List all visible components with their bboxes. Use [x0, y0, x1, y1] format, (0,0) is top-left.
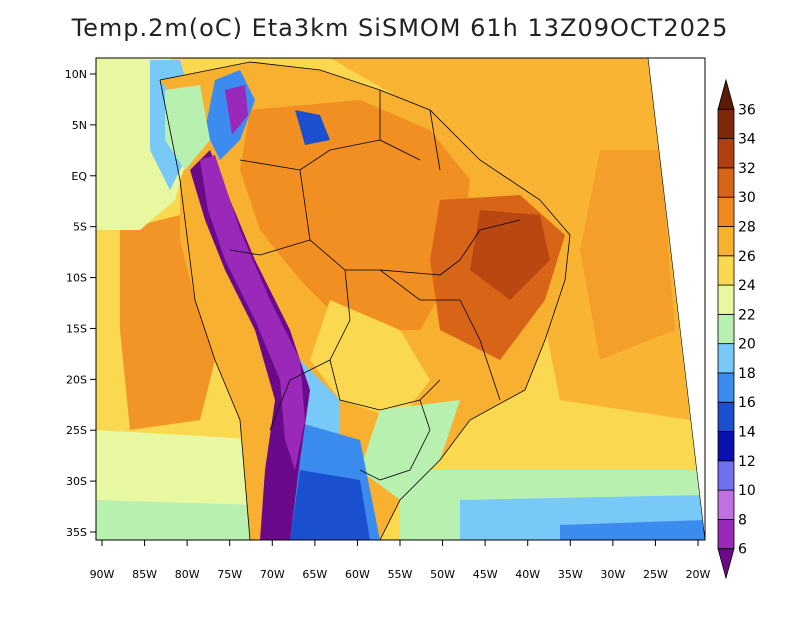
lon-tick-label: 70W [260, 568, 285, 581]
longitude-axis: 90W 85W 80W 75W 70W 65W 60W 55W 50W 45W 40W 35W 30W 2… [90, 540, 711, 581]
colorbar-label: 30 [738, 190, 756, 206]
lon-tick-label: 90W [90, 568, 115, 581]
colorbar-label: 12 [738, 454, 756, 470]
colorbar-label: 16 [738, 395, 756, 411]
colorbar-label: 34 [738, 132, 756, 148]
colombia-coast-green [165, 85, 210, 170]
colorbar-segment [717, 226, 735, 257]
lon-tick-label: 35W [558, 568, 583, 581]
lat-tick-label: 20S [66, 373, 87, 386]
colorbar-segment [717, 78, 735, 110]
atlantic-hot-patch [580, 150, 675, 360]
colorbar: 6 8 10 12 14 16 18 20 22 24 26 28 30 32 34 36 [717, 78, 756, 580]
colorbar-label: 10 [738, 483, 756, 499]
colorbar-segment [717, 255, 735, 286]
colorbar-segment [717, 431, 735, 462]
lat-tick-label: 30S [66, 475, 87, 488]
colorbar-segment [717, 548, 735, 580]
map-title: Temp.2m(oC) Eta3km SiSMOM 61h 13Z09OCT20… [71, 14, 729, 42]
lon-tick-label: 20W [686, 568, 711, 581]
colorbar-segment [717, 284, 735, 315]
colorbar-label: 36 [738, 102, 756, 118]
andes-cold-inner [200, 155, 305, 470]
lon-tick-label: 75W [217, 568, 242, 581]
lon-tick-label: 30W [600, 568, 625, 581]
colorbar-segment [717, 401, 735, 432]
colorbar-label: 22 [738, 307, 756, 323]
south-brazil-cool [360, 400, 460, 500]
colorbar-segment [717, 167, 735, 198]
colorbar-segment [717, 313, 735, 345]
colorbar-label: 24 [738, 278, 756, 294]
lon-tick-label: 60W [345, 568, 370, 581]
country-borders [159, 61, 571, 540]
lon-tick-label: 65W [302, 568, 327, 581]
lat-tick-label: 10S [66, 272, 87, 285]
latitude-axis: 10N 5N EQ 5S 10S 15S 20S 25S 30S 35S [65, 68, 96, 539]
lon-tick-label: 25W [643, 568, 668, 581]
lon-tick-label: 50W [430, 568, 455, 581]
guiana-highlands [295, 110, 330, 145]
colorbar-segment [717, 519, 735, 550]
lat-tick-label: EQ [71, 170, 87, 183]
lon-tick-label: 85W [132, 568, 157, 581]
lon-tick-label: 40W [515, 568, 540, 581]
colorbar-label: 14 [738, 425, 756, 441]
colorbar-segment [717, 196, 735, 227]
lat-tick-label: 35S [66, 526, 87, 539]
colorbar-segment [717, 372, 735, 403]
andes-cold-band [190, 150, 310, 540]
colorbar-label: 26 [738, 249, 756, 265]
northeast-very-hot [470, 210, 550, 300]
colorbar-label: 28 [738, 219, 756, 235]
colorbar-label: 32 [738, 161, 756, 177]
lat-tick-label: 5S [73, 221, 87, 234]
lat-tick-label: 10N [65, 68, 87, 81]
lat-tick-label: 15S [66, 322, 87, 335]
argentina-deep-blue [290, 470, 370, 540]
colorbar-segment [717, 343, 735, 374]
map-domain [96, 58, 705, 540]
central-warm [310, 300, 430, 420]
colorbar-segment [717, 460, 735, 491]
colorbar-segment [717, 108, 735, 139]
colorbar-label: 20 [738, 337, 756, 353]
colorbar-segment [717, 138, 735, 169]
colorbar-label: 18 [738, 366, 756, 382]
lon-tick-label: 45W [473, 568, 498, 581]
lat-tick-label: 25S [66, 424, 87, 437]
northern-andes-peak [225, 85, 248, 135]
lon-tick-label: 55W [388, 568, 413, 581]
lon-tick-label: 80W [175, 568, 200, 581]
pacific-south-green [96, 500, 260, 540]
atlantic-south-deep [560, 520, 705, 540]
lat-tick-label: 5N [72, 119, 87, 132]
colorbar-segment [717, 489, 735, 520]
colorbar-label: 6 [738, 542, 747, 558]
colorbar-label: 8 [738, 512, 747, 528]
